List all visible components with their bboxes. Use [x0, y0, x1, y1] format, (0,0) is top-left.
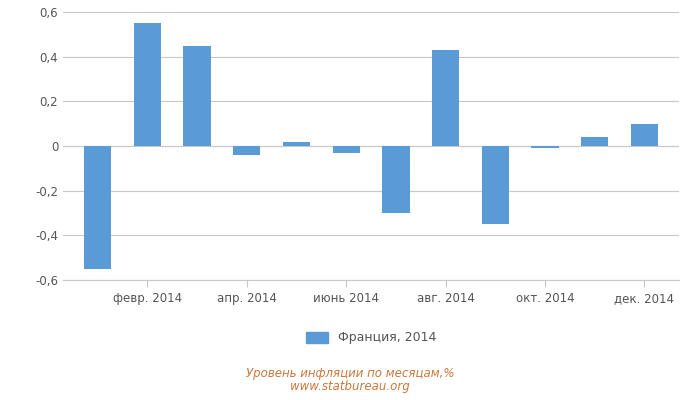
Bar: [183, 46, 211, 146]
Bar: [581, 137, 608, 146]
Bar: [332, 146, 360, 153]
Bar: [432, 50, 459, 146]
Bar: [482, 146, 509, 224]
Legend: Франция, 2014: Франция, 2014: [300, 326, 442, 350]
Bar: [631, 124, 658, 146]
Bar: [382, 146, 410, 213]
Bar: [233, 146, 260, 155]
Bar: [134, 23, 161, 146]
Bar: [531, 146, 559, 148]
Text: www.statbureau.org: www.statbureau.org: [290, 380, 410, 393]
Text: Уровень инфляции по месяцам,%: Уровень инфляции по месяцам,%: [246, 367, 454, 380]
Bar: [283, 142, 310, 146]
Bar: [84, 146, 111, 269]
